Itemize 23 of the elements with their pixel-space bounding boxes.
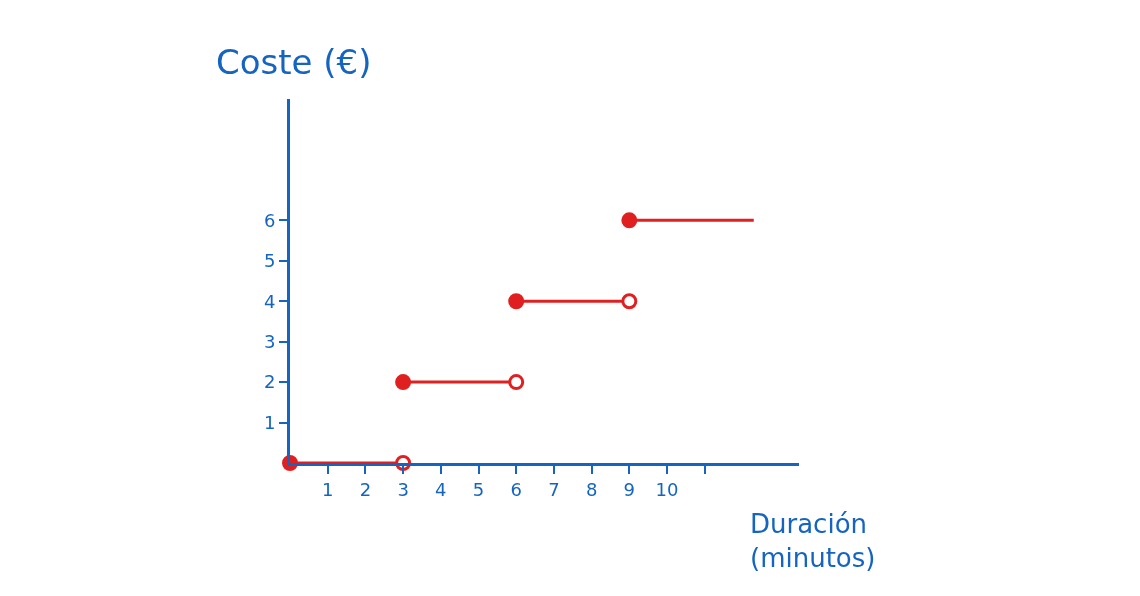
x-tick-label: 10 (655, 478, 679, 500)
y-tick-label: 5 (263, 250, 276, 272)
point (508, 374, 525, 391)
point (508, 293, 525, 310)
x-tick-label: 6 (510, 478, 522, 500)
x-axis-title: Duración (minutos) (750, 509, 876, 573)
y-tick-label: 4 (263, 290, 276, 312)
x-tick-label: 5 (472, 478, 485, 500)
y-tick-label: 2 (263, 371, 276, 393)
x-tick-label: 4 (435, 478, 447, 500)
x-tick-label: 2 (359, 478, 372, 500)
x-tick-label: 3 (397, 478, 409, 500)
point (621, 212, 638, 229)
y-axis-title: Coste (€) (216, 42, 372, 82)
x-tick-label: 7 (548, 478, 560, 500)
point (621, 293, 638, 310)
point (395, 374, 412, 391)
y-tick-label: 1 (263, 411, 276, 433)
x-tick-label: 9 (623, 478, 636, 500)
y-tick-label: 6 (263, 209, 276, 231)
x-tick-label: 1 (321, 478, 334, 500)
y-tick-label: 3 (263, 330, 276, 352)
x-tick-label: 8 (585, 478, 598, 500)
